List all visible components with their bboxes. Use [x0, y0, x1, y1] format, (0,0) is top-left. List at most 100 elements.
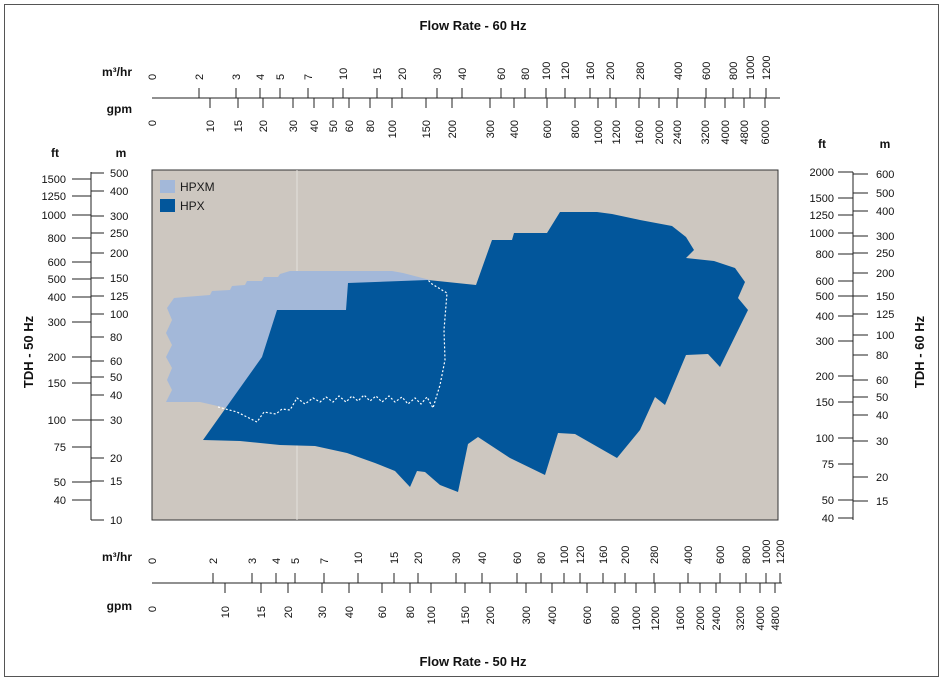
- top-gpm-tick-label: 40: [309, 120, 321, 132]
- left-ft-tick-label: 300: [48, 317, 66, 329]
- top-m3hr-tick-label: 7: [303, 74, 315, 80]
- bottom-gpm-tick-label: 2400: [711, 606, 723, 630]
- bottom-m3hr-tick-label: 0: [147, 558, 159, 564]
- left-m-tick-label: 60: [110, 356, 122, 368]
- top-gpm-tick-label: 1200: [611, 120, 623, 144]
- bottom-m3hr-tick-label: 400: [683, 546, 695, 564]
- left-m-tick-label: 50: [110, 372, 122, 384]
- right-ft-tick-label: 1250: [810, 210, 834, 222]
- bottom-gpm-tick-label: 80: [405, 606, 417, 618]
- right-ft-tick-label: 300: [816, 336, 834, 348]
- bottom-gpm-tick-label: 4800: [770, 606, 782, 630]
- top-gpm-tick-label: 4800: [739, 120, 751, 144]
- left-m-tick-label: 80: [110, 332, 122, 344]
- top-m3hr-tick-label: 15: [372, 68, 384, 80]
- bottom-m3hr-tick-label: 4: [271, 558, 283, 564]
- top-gpm-tick-label: 50: [328, 120, 340, 132]
- right-m-tick-label: 50: [876, 392, 888, 404]
- bottom-m3hr-tick-label: 1000: [761, 540, 773, 564]
- left-m-tick-label: 200: [110, 248, 128, 260]
- left-m-tick-label: 125: [110, 291, 128, 303]
- bottom-m3hr-tick-label: 160: [598, 546, 610, 564]
- left-ft-tick-label: 500: [48, 274, 66, 286]
- top-gpm-tick-label: 15: [233, 120, 245, 132]
- right-ft-tick-label: 40: [822, 513, 834, 525]
- right-m-tick-label: 30: [876, 436, 888, 448]
- left-ft-tick-label: 200: [48, 352, 66, 364]
- bottom-gpm-tick-label: 1000: [631, 606, 643, 630]
- left-m-tick-label: 500: [110, 168, 128, 180]
- left-ft-tick-label: 400: [48, 292, 66, 304]
- bottom-gpm-tick-label: 1600: [675, 606, 687, 630]
- top-m3hr-tick-label: 3: [231, 74, 243, 80]
- bottom-m3hr-tick-label: 7: [319, 558, 331, 564]
- left-ft-tick-label: 75: [54, 442, 66, 454]
- left-ft-tick-label: 100: [48, 415, 66, 427]
- left-m-tick-label: 30: [110, 415, 122, 427]
- right-m-tick-label: 20: [876, 472, 888, 484]
- top-gpm-tick-label: 150: [421, 120, 433, 138]
- top-gpm-tick-label: 4000: [720, 120, 732, 144]
- right-ft-tick-label: 1500: [810, 193, 834, 205]
- left-m-tick-label: 150: [110, 273, 128, 285]
- unit-top-gpm: gpm: [107, 102, 132, 116]
- top-gpm-tick-label: 800: [570, 120, 582, 138]
- top-m3hr-tick-label: 1200: [761, 56, 773, 80]
- bottom-gpm-tick-label: 4000: [755, 606, 767, 630]
- unit-bottom-m3hr: m³/hr: [102, 550, 132, 564]
- bottom-m3hr-tick-label: 20: [413, 552, 425, 564]
- right-ft-tick-label: 150: [816, 397, 834, 409]
- right-m-tick-label: 150: [876, 291, 894, 303]
- top-m3hr-tick-label: 400: [673, 62, 685, 80]
- bottom-gpm-tick-label: 400: [547, 606, 559, 624]
- top-gpm-tick-label: 200: [447, 120, 459, 138]
- bottom-m3hr-tick-label: 30: [451, 552, 463, 564]
- bottom-m3hr-tick-label: 2: [208, 558, 220, 564]
- top-gpm-tick-label: 600: [542, 120, 554, 138]
- bottom-m3hr-tick-label: 200: [620, 546, 632, 564]
- bottom-gpm-tick-label: 600: [582, 606, 594, 624]
- left-m-tick-label: 15: [110, 476, 122, 488]
- left-ft-tick-label: 600: [48, 257, 66, 269]
- bottom-m3hr-tick-label: 40: [477, 552, 489, 564]
- title-left: TDH - 50 Hz: [21, 315, 36, 388]
- left-ft-tick-label: 800: [48, 233, 66, 245]
- bottom-gpm-tick-label: 2000: [695, 606, 707, 630]
- unit-bottom-gpm: gpm: [107, 599, 132, 613]
- top-m3hr-tick-label: 2: [194, 74, 206, 80]
- left-m-tick-label: 250: [110, 228, 128, 240]
- unit-right-m: m: [880, 137, 891, 151]
- bottom-m3hr-tick-label: 3: [247, 558, 259, 564]
- bottom-gpm-tick-label: 60: [377, 606, 389, 618]
- right-ft-tick-label: 600: [816, 276, 834, 288]
- top-gpm-tick-label: 100: [387, 120, 399, 138]
- top-gpm-tick-label: 20: [258, 120, 270, 132]
- right-m-tick-label: 250: [876, 248, 894, 260]
- left-ft-tick-label: 1000: [42, 210, 66, 222]
- right-m-tick-label: 40: [876, 410, 888, 422]
- top-m3hr-tick-label: 10: [338, 68, 350, 80]
- right-ft-tick-label: 50: [822, 495, 834, 507]
- bottom-gpm-tick-label: 300: [521, 606, 533, 624]
- right-ft-tick-label: 200: [816, 371, 834, 383]
- right-ft-tick-label: 500: [816, 291, 834, 303]
- hpx-region: [203, 212, 748, 492]
- axis-ticks: 0 2 3 4 5 7 10 15 20 30 40 60 80 100 120 160 200 280 400 60…: [42, 56, 895, 631]
- top-m3hr-tick-label: 0: [147, 74, 159, 80]
- top-gpm-tick-label: 400: [509, 120, 521, 138]
- top-m3hr-tick-label: 120: [560, 62, 572, 80]
- title-bottom: Flow Rate - 50 Hz: [420, 654, 527, 669]
- top-gpm-tick-label: 10: [205, 120, 217, 132]
- right-m-tick-label: 500: [876, 188, 894, 200]
- bottom-m3hr-tick-label: 280: [649, 546, 661, 564]
- left-ft-tick-label: 1500: [42, 174, 66, 186]
- left-ft-tick-label: 40: [54, 495, 66, 507]
- left-m-tick-label: 20: [110, 453, 122, 465]
- right-m-tick-label: 80: [876, 350, 888, 362]
- bottom-gpm-tick-label: 100: [426, 606, 438, 624]
- top-m3hr-tick-label: 600: [701, 62, 713, 80]
- bottom-m3hr-tick-label: 100: [559, 546, 571, 564]
- bottom-gpm-tick-label: 150: [460, 606, 472, 624]
- right-ft-tick-label: 800: [816, 249, 834, 261]
- title-top: Flow Rate - 60 Hz: [420, 18, 527, 33]
